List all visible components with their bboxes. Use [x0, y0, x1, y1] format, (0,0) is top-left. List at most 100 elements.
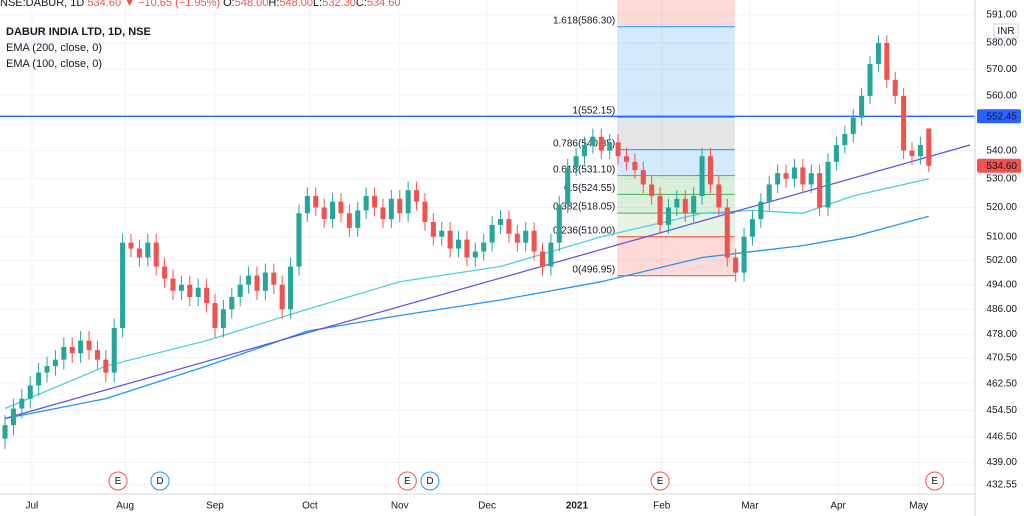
candle-body: [153, 242, 159, 267]
event-marker: [420, 471, 440, 491]
y-tick-label: 530.00: [986, 173, 1017, 184]
candle-body: [649, 184, 655, 196]
fib-zone: [617, 213, 735, 237]
candle-body: [590, 136, 596, 146]
fib-label: 1(552.15): [572, 106, 615, 117]
candle-body: [78, 340, 84, 354]
candle-body: [447, 230, 453, 249]
candle-body: [791, 167, 797, 179]
ohlc-value: 548.00: [279, 0, 314, 9]
y-tick-label: 439.00: [986, 457, 1017, 468]
y-tick-label: 591.00: [986, 9, 1017, 20]
candle-body: [909, 150, 915, 157]
candle-body: [556, 204, 562, 243]
fib-label: 1.618(586.30): [553, 15, 615, 26]
candle-body: [346, 213, 352, 228]
candle-body: [707, 156, 713, 185]
legend: DABUR INDIA LTD, 1D, NSE EMA (200, close…: [6, 24, 151, 72]
candle-body: [598, 136, 604, 151]
last: 534.60: [87, 0, 122, 9]
event-marker: [925, 471, 945, 491]
candle-body: [548, 242, 554, 267]
fib-zone: [617, 26, 735, 118]
candle-body: [271, 272, 277, 285]
ohlc-key: H:: [268, 0, 280, 9]
candle-body: [775, 173, 781, 185]
candle-body: [313, 195, 319, 208]
candle-body: [607, 142, 613, 151]
candle-body: [61, 346, 67, 360]
candle-body: [733, 257, 739, 273]
candle-body: [103, 359, 109, 373]
event-label: D: [426, 476, 433, 487]
ema-line: [4, 215, 929, 420]
candle-body: [304, 195, 310, 214]
y-tick-label: 478.00: [986, 329, 1017, 340]
hline-label-box: [977, 109, 1021, 124]
candle-body: [682, 198, 688, 214]
fib-label: 0.382(518.05): [553, 202, 615, 213]
y-tick-label: 432.55: [986, 479, 1017, 490]
candle-body: [892, 79, 898, 96]
y-tick-label: 540.00: [986, 145, 1017, 156]
candle-body: [321, 207, 327, 220]
candle-body: [808, 173, 814, 185]
x-tick-label: Sep: [206, 501, 224, 512]
candle-body: [237, 284, 243, 297]
y-tick-label: 570.00: [986, 64, 1017, 75]
candle-body: [355, 210, 361, 228]
y-tick-label: 502.00: [986, 255, 1017, 266]
candle-body: [288, 266, 294, 310]
x-tick-label: 2021: [566, 501, 589, 512]
candle-body: [397, 198, 403, 214]
candle-body: [833, 145, 839, 162]
candle-body: [472, 251, 478, 258]
candle-body: [204, 287, 210, 304]
y-tick-label: 486.00: [986, 304, 1017, 315]
legend-entry: EMA (200, close, 0): [6, 42, 102, 54]
fib-label: 0.5(524.55): [564, 183, 615, 194]
candle-body: [867, 63, 873, 96]
candle-body: [665, 207, 671, 225]
x-tick-label: Mar: [741, 501, 759, 512]
y-tick-label: 462.50: [986, 379, 1017, 390]
x-tick-label: Nov: [391, 501, 409, 512]
fib-label: 0.618(531.10): [553, 164, 615, 175]
x-tick-label: Jul: [26, 501, 39, 512]
candle-body: [439, 230, 445, 237]
candle-body: [817, 173, 823, 208]
candle-body: [800, 167, 806, 185]
header: NSE:DABUR, 1D 534.60 ▼ −10.65 (−1.95%) O…: [0, 0, 401, 11]
candle-body: [27, 385, 33, 399]
fib-zone: [617, 117, 735, 150]
chart-title: DABUR INDIA LTD, 1D, NSE: [6, 26, 151, 38]
candle-body: [884, 43, 890, 80]
candle-body: [36, 372, 42, 386]
candle-body: [388, 198, 394, 220]
candle-body: [86, 340, 92, 351]
candle-body: [514, 233, 520, 243]
ohlc-value: 548.00: [234, 0, 269, 9]
candle-body: [220, 309, 226, 328]
hline-label: 552.45: [986, 111, 1017, 122]
candle-body: [330, 201, 336, 220]
candle-body: [691, 195, 697, 214]
y-tick-label: 454.50: [986, 405, 1017, 416]
x-tick-label: Apr: [830, 501, 846, 512]
event-label: E: [115, 476, 122, 487]
candle-body: [405, 190, 411, 214]
candle-body: [741, 236, 747, 273]
candle-body: [539, 251, 546, 267]
ema-line: [4, 178, 929, 410]
y-tick-label: 494.00: [986, 279, 1017, 290]
trend-line: [4, 144, 971, 420]
event-marker: [108, 471, 128, 491]
currency-box: [993, 23, 1019, 39]
candle-body: [338, 201, 344, 214]
event-marker: [650, 471, 670, 491]
candle-body: [229, 296, 235, 310]
candle-body: [52, 359, 58, 367]
candle-body: [523, 230, 529, 243]
y-tick-label: 520.00: [986, 202, 1017, 213]
